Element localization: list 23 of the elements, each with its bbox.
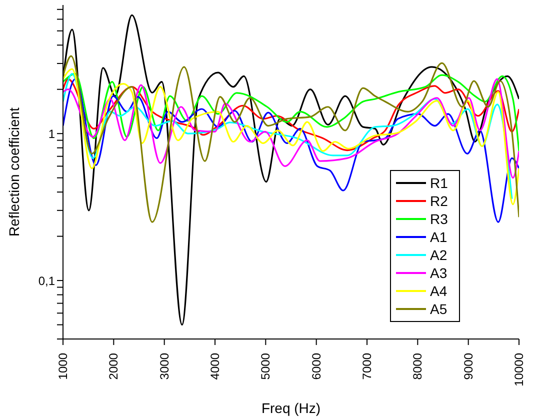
x-tick-label: 8000 <box>410 352 425 380</box>
legend-label: A4 <box>430 283 448 299</box>
x-tick-label: 6000 <box>309 352 324 380</box>
legend-label: R2 <box>430 193 448 209</box>
y-tick-label: 0,1 <box>38 274 56 288</box>
x-tick-label: 5000 <box>258 352 273 380</box>
x-tick-label: 7000 <box>360 352 374 380</box>
y-axis-title: Reflection coefficient <box>6 107 22 236</box>
legend-label: A5 <box>430 301 448 317</box>
line-series <box>63 78 519 179</box>
legend-label: A2 <box>430 247 448 263</box>
x-tick-label: 1000 <box>56 352 70 380</box>
legend-label: A1 <box>430 229 448 245</box>
x-tick-label: 4000 <box>208 352 222 380</box>
y-tick-label: 1 <box>48 126 56 141</box>
x-axis-title: Freq (Hz) <box>261 400 321 416</box>
x-tick-label: 10000 <box>512 352 526 386</box>
legend-label: R3 <box>430 211 448 227</box>
x-tick-label: 3000 <box>157 352 172 380</box>
x-tick-label: 2000 <box>106 352 121 380</box>
x-tick-label: 9000 <box>461 352 476 380</box>
legend-label: R1 <box>430 175 448 191</box>
legend-label: A3 <box>430 265 448 281</box>
